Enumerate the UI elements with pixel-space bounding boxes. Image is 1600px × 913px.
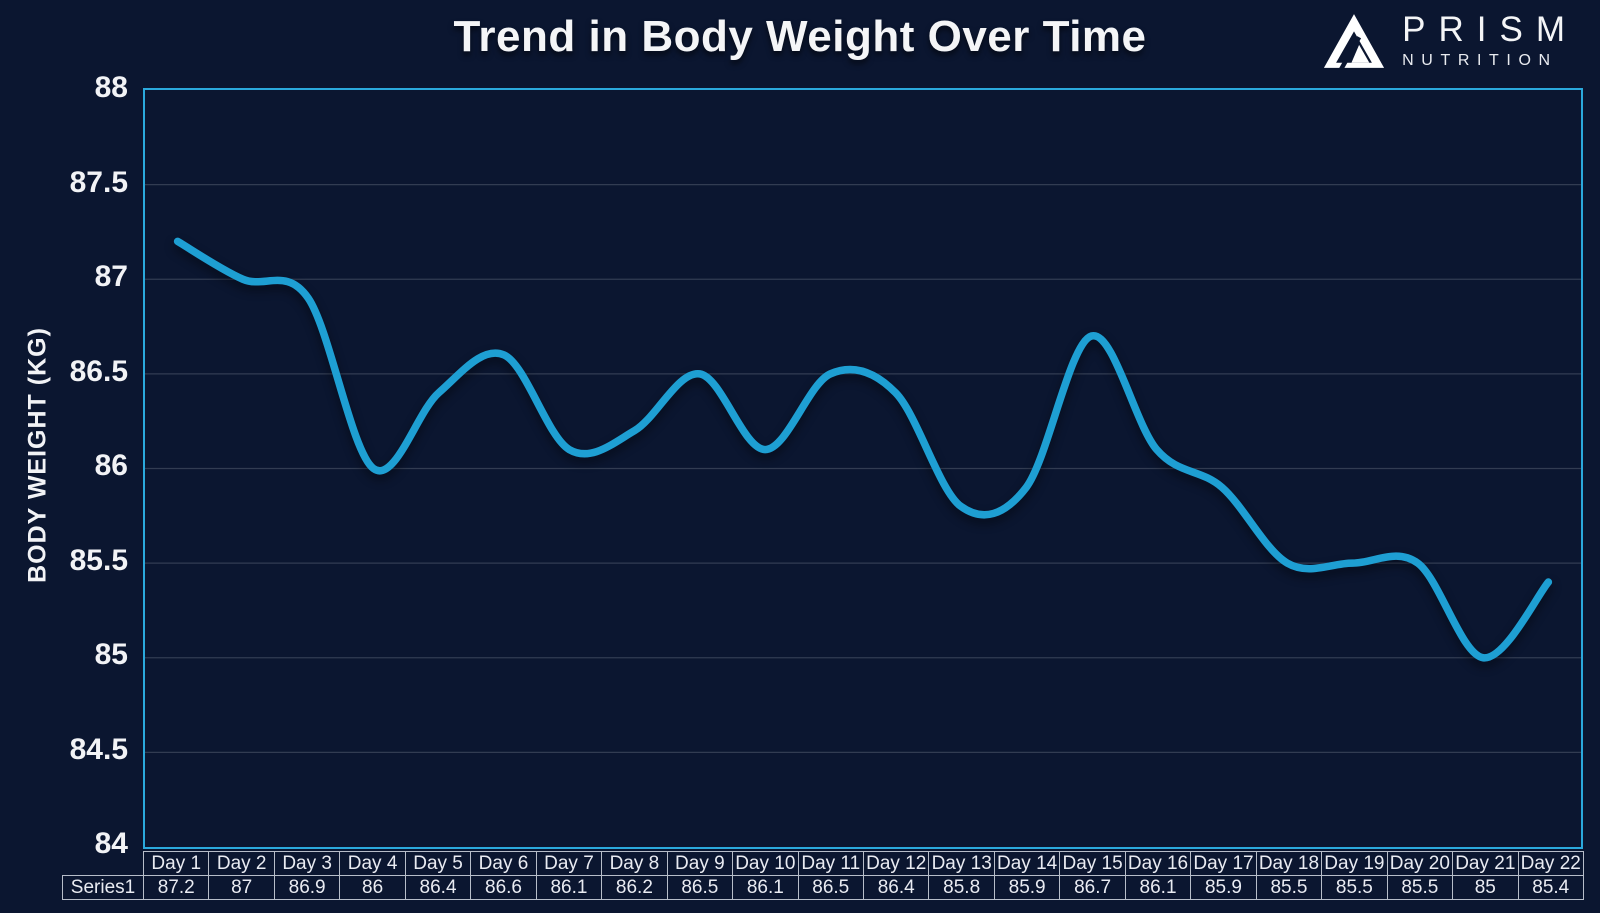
value-cell: 86.5 bbox=[797, 875, 864, 900]
y-tick-label: 85.5 bbox=[69, 543, 128, 577]
value-cell: 85.4 bbox=[1517, 875, 1584, 900]
day-header-cell: Day 6 bbox=[470, 851, 537, 876]
day-header-cell: Day 10 bbox=[732, 851, 799, 876]
value-cell: 85.5 bbox=[1255, 875, 1323, 900]
day-header-cell: Day 1 bbox=[142, 851, 210, 876]
day-header-cell: Day 3 bbox=[273, 851, 341, 876]
brand-name: PRISM bbox=[1402, 10, 1578, 49]
day-header-cell: Day 14 bbox=[993, 851, 1061, 876]
day-header-cell: Day 9 bbox=[666, 851, 734, 876]
value-cell: 85.9 bbox=[993, 875, 1061, 900]
y-tick-label: 85 bbox=[94, 638, 128, 671]
day-header-cell: Day 18 bbox=[1255, 851, 1323, 876]
plot-area bbox=[143, 88, 1583, 849]
y-tick-label: 87.5 bbox=[69, 165, 128, 199]
value-cell: 86.4 bbox=[862, 875, 930, 900]
day-header-cell: Day 15 bbox=[1059, 851, 1126, 876]
value-cell: 85.5 bbox=[1386, 875, 1454, 900]
day-header-cell: Day 13 bbox=[928, 851, 995, 876]
weight-line-svg bbox=[145, 184, 1581, 753]
value-cell: 86.6 bbox=[470, 875, 537, 900]
y-tick-label: 86 bbox=[94, 449, 128, 482]
value-cell: 86.1 bbox=[535, 875, 603, 900]
table-series-row: Series1 87.2 87 86.9 86 86.4 86.6 86.1 86.2 86.5 8… bbox=[62, 875, 1584, 900]
day-header-cell: Day 21 bbox=[1452, 851, 1519, 876]
y-tick-label: 88 bbox=[94, 71, 128, 104]
day-header-cell: Day 4 bbox=[339, 851, 406, 876]
day-header-cell: Day 8 bbox=[601, 851, 668, 876]
value-cell: 86.7 bbox=[1059, 875, 1126, 900]
value-cell: 86.1 bbox=[1124, 875, 1192, 900]
value-cell: 86.9 bbox=[273, 875, 341, 900]
value-cell: 85.5 bbox=[1321, 875, 1388, 900]
value-cell: 86.4 bbox=[404, 875, 472, 900]
day-header-cell: Day 20 bbox=[1386, 851, 1454, 876]
weight-line-path bbox=[173, 237, 1553, 662]
table-corner-cell bbox=[63, 852, 144, 876]
value-cell: 85.9 bbox=[1190, 875, 1257, 900]
y-tick-label: 86.5 bbox=[69, 354, 128, 388]
value-cell: 87.2 bbox=[142, 875, 210, 900]
table-header-row: Day 1 Day 2 Day 3 Day 4 Day 5 Day 6 Day 7 Day 8… bbox=[63, 851, 1584, 876]
day-header-cell: Day 7 bbox=[535, 851, 603, 876]
value-cell: 86.2 bbox=[601, 875, 668, 900]
day-header-cell: Day 11 bbox=[797, 851, 864, 876]
day-header-cell: Day 16 bbox=[1124, 851, 1192, 876]
day-header-cell: Day 5 bbox=[404, 851, 472, 876]
day-header-cell: Day 2 bbox=[208, 851, 275, 876]
value-cell: 86.1 bbox=[732, 875, 799, 900]
day-header-cell: Day 12 bbox=[862, 851, 930, 876]
data-table: Day 1 Day 2 Day 3 Day 4 Day 5 Day 6 Day 7 Day 8… bbox=[62, 851, 1584, 900]
brand-logo: PRISM NUTRITION bbox=[1322, 8, 1578, 74]
y-axis-ticks: 88 87.5 87 86.5 86 85.5 85 84.5 84 bbox=[0, 0, 128, 913]
chart-title: Trend in Body Weight Over Time bbox=[453, 12, 1147, 61]
value-cell: 85 bbox=[1452, 875, 1519, 900]
value-cell: 86.5 bbox=[666, 875, 734, 900]
value-cell: 87 bbox=[208, 875, 275, 900]
series-label-cell: Series1 bbox=[62, 875, 144, 900]
value-cell: 85.8 bbox=[928, 875, 995, 900]
y-tick-label: 84 bbox=[94, 827, 128, 860]
y-tick-label: 84.5 bbox=[69, 732, 128, 766]
value-cell: 86 bbox=[339, 875, 406, 900]
day-header-cell: Day 17 bbox=[1190, 851, 1257, 876]
y-tick-label: 87 bbox=[94, 260, 128, 293]
prism-triangle-icon bbox=[1324, 14, 1385, 74]
day-header-cell: Day 19 bbox=[1321, 851, 1388, 876]
brand-text: PRISM NUTRITION bbox=[1402, 12, 1578, 70]
brand-subtitle: NUTRITION bbox=[1402, 52, 1558, 69]
day-header-cell: Day 22 bbox=[1517, 851, 1584, 876]
